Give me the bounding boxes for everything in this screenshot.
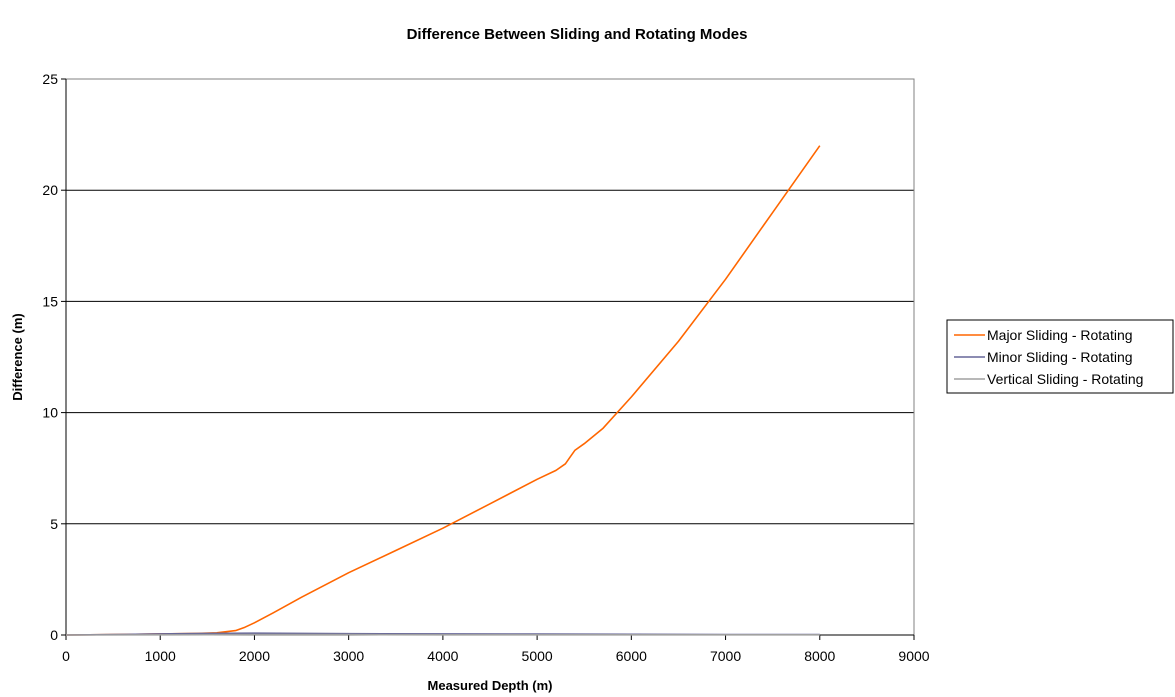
x-tick-label: 5000 — [522, 648, 553, 664]
y-tick-label: 20 — [42, 182, 58, 198]
x-axis: 0 1000 2000 3000 4000 5000 6000 7000 8000 9000 — [62, 79, 930, 664]
y-tick-label: 5 — [50, 516, 58, 532]
y-axis-label: Difference (m) — [10, 313, 25, 400]
legend-entry-3: Vertical Sliding - Rotating — [987, 371, 1143, 387]
y-tick-label: 0 — [50, 627, 58, 643]
x-tick-label: 0 — [62, 648, 70, 664]
x-axis-label: Measured Depth (m) — [428, 678, 553, 693]
x-tick-label: 3000 — [333, 648, 364, 664]
chart-title: Difference Between Sliding and Rotating … — [407, 26, 748, 43]
x-tick-label: 6000 — [616, 648, 647, 664]
series-layer — [65, 145, 821, 636]
legend-entry-2: Minor Sliding - Rotating — [987, 349, 1133, 365]
legend: Major Sliding - Rotating Minor Sliding - … — [946, 319, 1174, 394]
y-axis: 0 5 10 15 20 25 — [42, 71, 66, 643]
x-tick-label: 8000 — [804, 648, 835, 664]
series-line-1 — [65, 145, 821, 636]
x-tick-label: 4000 — [427, 648, 458, 664]
x-tick-label: 9000 — [898, 648, 929, 664]
y-tick-label: 10 — [42, 405, 58, 421]
y-tick-label: 25 — [42, 71, 58, 87]
y-tick-label: 15 — [42, 293, 58, 309]
legend-entry-1: Major Sliding - Rotating — [987, 327, 1133, 343]
x-tick-label: 1000 — [145, 648, 176, 664]
x-tick-label: 7000 — [710, 648, 741, 664]
plot-area — [65, 78, 915, 636]
x-tick-label: 2000 — [239, 648, 270, 664]
grid-lines — [66, 78, 914, 525]
